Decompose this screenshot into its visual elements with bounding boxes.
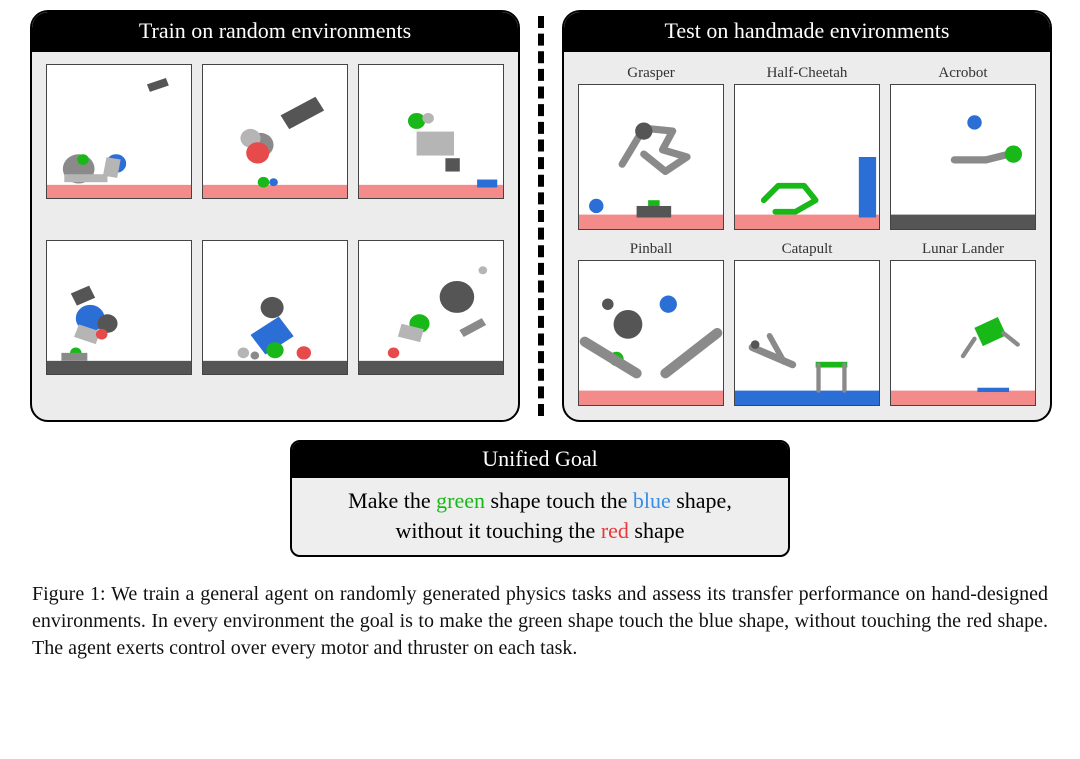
test-env-cell: Half-Cheetah xyxy=(734,64,880,230)
train-env-cell xyxy=(202,64,348,230)
env-thumbnail xyxy=(46,240,192,375)
test-env-cell: Lunar Lander xyxy=(890,240,1036,406)
train-env-cell xyxy=(46,240,192,406)
env-thumbnail xyxy=(202,64,348,199)
vertical-divider xyxy=(538,16,544,416)
train-env-cell xyxy=(202,240,348,406)
env-label: Half-Cheetah xyxy=(767,64,848,82)
env-label: Acrobot xyxy=(938,64,987,82)
train-panel-grid xyxy=(32,52,518,420)
goal-body: Make the green shape touch the blue shap… xyxy=(292,478,788,555)
env-thumbnail xyxy=(890,84,1036,230)
figure-panels-row: Train on random environments Test on han… xyxy=(30,10,1050,422)
test-panel: Test on handmade environments Grasper Hal… xyxy=(562,10,1052,422)
test-panel-grid: Grasper Half-Cheetah Acrobot Pinball Catapul… xyxy=(564,52,1050,420)
goal-red-word: red xyxy=(601,518,629,543)
env-thumbnail xyxy=(734,260,880,406)
goal-green-word: green xyxy=(436,488,485,513)
env-label: Pinball xyxy=(630,240,673,258)
env-label: Grasper xyxy=(627,64,674,82)
goal-text: shape touch the xyxy=(485,488,633,513)
train-panel-title: Train on random environments xyxy=(32,12,518,52)
goal-text: shape xyxy=(629,518,685,543)
train-panel: Train on random environments xyxy=(30,10,520,422)
unified-goal-box: Unified Goal Make the green shape touch … xyxy=(290,440,790,557)
env-thumbnail xyxy=(358,240,504,375)
goal-text: without it touching the xyxy=(395,518,600,543)
env-thumbnail xyxy=(202,240,348,375)
caption-text: We train a general agent on randomly gen… xyxy=(32,583,1048,659)
env-thumbnail xyxy=(358,64,504,199)
goal-header: Unified Goal xyxy=(292,442,788,478)
env-thumbnail xyxy=(578,84,724,230)
train-env-cell xyxy=(358,240,504,406)
env-label: Lunar Lander xyxy=(922,240,1004,258)
env-label: Catapult xyxy=(782,240,833,258)
train-env-cell xyxy=(46,64,192,230)
test-env-cell: Catapult xyxy=(734,240,880,406)
test-env-cell: Pinball xyxy=(578,240,724,406)
figure-caption: Figure 1: We train a general agent on ra… xyxy=(30,581,1050,662)
env-thumbnail xyxy=(578,260,724,406)
env-thumbnail xyxy=(734,84,880,230)
env-thumbnail xyxy=(890,260,1036,406)
test-env-cell: Acrobot xyxy=(890,64,1036,230)
env-thumbnail xyxy=(46,64,192,199)
test-panel-title: Test on handmade environments xyxy=(564,12,1050,52)
goal-text: shape, xyxy=(671,488,732,513)
train-env-cell xyxy=(358,64,504,230)
test-env-cell: Grasper xyxy=(578,64,724,230)
goal-text: Make the xyxy=(348,488,436,513)
caption-prefix: Figure 1: xyxy=(32,583,106,605)
goal-blue-word: blue xyxy=(633,488,671,513)
